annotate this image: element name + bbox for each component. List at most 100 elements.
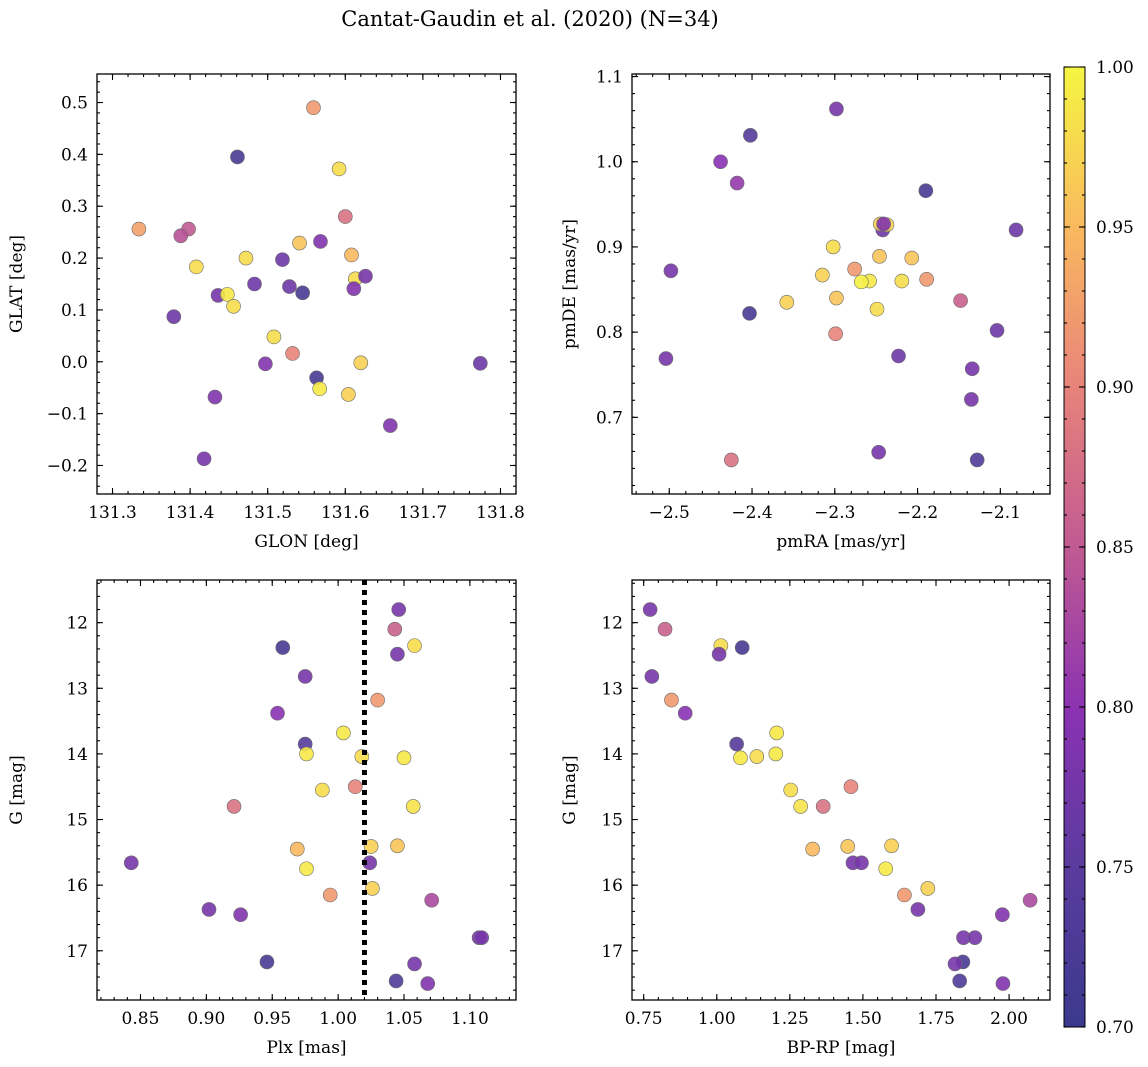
data-point <box>331 161 347 177</box>
data-point <box>282 279 297 294</box>
data-point <box>315 782 330 798</box>
data-point <box>894 273 910 289</box>
data-point <box>337 209 353 224</box>
y-tick-label: 17 <box>601 942 623 962</box>
data-point <box>336 725 351 741</box>
colorbar-tick-label: 0.90 <box>1096 378 1134 398</box>
data-point <box>642 602 658 617</box>
data-point <box>238 250 254 266</box>
data-point <box>644 669 660 684</box>
data-point <box>313 234 328 249</box>
y-tick-label: 0.0 <box>61 353 88 373</box>
data-point <box>196 451 212 467</box>
data-point <box>711 646 727 662</box>
data-point <box>919 272 934 287</box>
data-point <box>201 902 217 917</box>
y-axis-label: pmDE [mas/yr] <box>560 219 580 349</box>
data-point <box>910 902 926 917</box>
y-tick-label: 0.8 <box>596 323 623 343</box>
data-point <box>424 892 439 908</box>
data-point <box>658 351 674 366</box>
x-tick-label: 0.95 <box>253 1009 291 1029</box>
y-tick-label: −0.2 <box>47 456 88 476</box>
data-point <box>292 235 307 251</box>
data-point <box>677 705 693 721</box>
data-point <box>382 418 398 433</box>
x-tick-label: −2.1 <box>980 503 1021 523</box>
data-point <box>947 956 963 972</box>
data-point <box>275 640 291 655</box>
y-tick-label: 14 <box>601 745 623 765</box>
data-point <box>346 281 362 296</box>
data-point <box>891 348 906 364</box>
data-point <box>131 221 147 237</box>
data-point <box>742 306 757 321</box>
y-axis-label: G [mag] <box>7 755 27 824</box>
data-point <box>173 228 189 244</box>
data-point <box>270 705 285 721</box>
data-point <box>843 779 859 795</box>
data-point <box>805 841 820 857</box>
axes-frame <box>96 73 517 495</box>
data-point <box>897 887 912 903</box>
data-point <box>230 149 245 165</box>
data-point <box>743 128 758 143</box>
data-point <box>952 973 967 989</box>
data-point <box>189 259 204 275</box>
data-point <box>953 293 968 308</box>
data-point <box>1022 892 1038 908</box>
colorbar-tick-label: 1.00 <box>1096 58 1134 78</box>
data-point <box>869 301 885 317</box>
x-axis-label: BP-RP [mag] <box>787 1038 896 1058</box>
data-point <box>365 881 380 896</box>
data-point <box>405 799 421 814</box>
y-tick-label: 0.1 <box>61 301 88 321</box>
data-point <box>220 287 235 302</box>
data-point <box>299 861 314 877</box>
data-point <box>969 452 985 468</box>
data-point <box>768 746 784 762</box>
x-tick-label: 2.00 <box>990 1009 1028 1029</box>
data-point <box>871 444 886 460</box>
y-tick-label: 15 <box>66 811 88 831</box>
data-point <box>247 276 262 292</box>
data-point <box>967 930 983 945</box>
data-point <box>396 750 412 766</box>
data-point <box>733 750 748 766</box>
data-point <box>884 838 899 854</box>
x-tick-label: 1.50 <box>844 1009 882 1029</box>
subplot-glon-glat: 131.3 131.4 131.5 131.6 131.7 131.8 −0.2 −0.1 0.… <box>7 73 525 552</box>
data-point <box>815 799 831 814</box>
data-point <box>344 247 359 263</box>
axes-frame <box>96 579 517 1001</box>
x-tick-label: 131.5 <box>243 503 292 523</box>
data-point <box>388 973 404 989</box>
data-point <box>295 285 310 301</box>
y-tick-label: 15 <box>601 811 623 831</box>
x-tick-label: −2.5 <box>649 503 690 523</box>
data-point <box>1008 222 1024 238</box>
data-point <box>724 452 739 468</box>
data-point <box>391 602 407 617</box>
data-point <box>729 175 745 191</box>
data-point <box>878 861 894 877</box>
y-tick-label: 0.7 <box>596 408 623 428</box>
x-tick-label: 1.10 <box>451 1009 489 1029</box>
x-tick-label: 1.25 <box>771 1009 809 1029</box>
data-point <box>663 263 679 279</box>
data-point <box>370 692 385 708</box>
x-tick-label: −2.4 <box>731 503 772 523</box>
y-tick-label: 13 <box>601 679 623 699</box>
data-point <box>347 779 363 795</box>
x-tick-label: −2.3 <box>814 503 855 523</box>
y-tick-label: 0.4 <box>61 145 88 165</box>
data-point <box>166 309 182 324</box>
x-tick-label: 1.75 <box>917 1009 955 1029</box>
data-point <box>207 389 223 405</box>
y-axis-label: G [mag] <box>560 755 580 824</box>
data-point <box>233 907 248 922</box>
y-tick-label: 1.1 <box>596 68 623 88</box>
data-point <box>713 154 728 170</box>
y-tick-label: 12 <box>66 614 88 634</box>
data-point <box>297 669 313 684</box>
